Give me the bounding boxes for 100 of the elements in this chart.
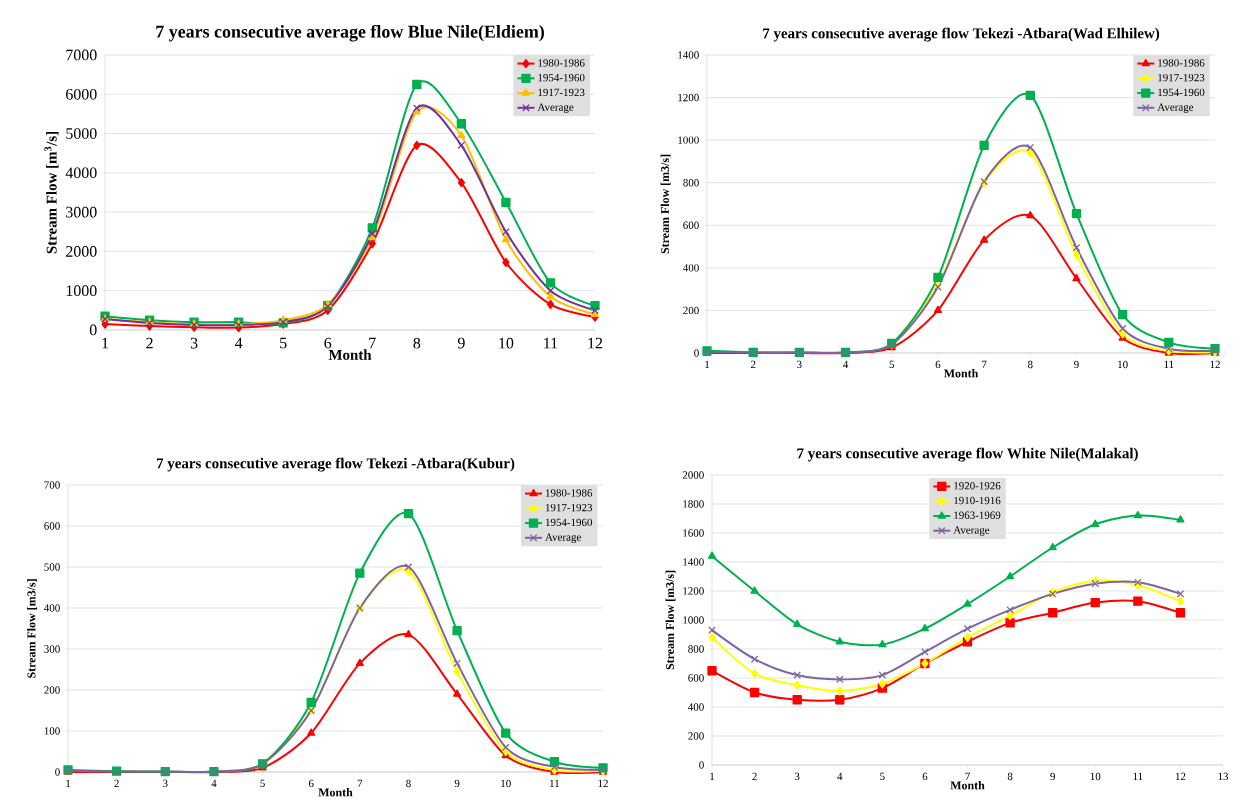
x-tick-label: 1 [705, 360, 710, 368]
x-tick-label: 6 [922, 772, 928, 781]
x-tick-label: 5 [260, 779, 265, 788]
x-tick-label: 5 [280, 337, 287, 349]
y-axis-title: Stream Flow [m3/s] [665, 570, 676, 670]
y-tick-label: 200 [688, 732, 704, 740]
y-tick-label: 2000 [682, 471, 704, 479]
y-tick-label: 3000 [66, 206, 97, 218]
legend-label: Average [953, 526, 990, 536]
x-tick-label: 1 [102, 337, 109, 349]
x-tick-label: 2 [750, 360, 756, 369]
x-axis-title: Month [328, 349, 372, 360]
x-tick-label: 8 [413, 337, 421, 349]
x-tick-label: 12 [1210, 360, 1220, 369]
y-tick-label: 0 [699, 761, 704, 769]
x-tick-label: 7 [369, 337, 376, 349]
y-axis-title: Stream Flow [m$^{3}$/s] [44, 131, 59, 254]
x-tick-label: 2 [114, 779, 119, 788]
x-tick-label: 10 [501, 779, 511, 788]
x-tick-label: 4 [837, 772, 843, 780]
x-tick-label: 10 [1118, 360, 1128, 369]
x-tick-label: 6 [308, 779, 314, 788]
x-tick-label: 12 [588, 337, 603, 349]
legend-label: 1954-1960 [538, 73, 585, 82]
y-tick-label: 300 [44, 645, 60, 653]
x-tick-label: 9 [457, 337, 465, 349]
x-tick-label: 5 [880, 772, 885, 781]
legend-label: Average [537, 103, 574, 114]
y-tick-label: 0 [89, 324, 97, 336]
legend-label: 1980-1986 [1158, 59, 1205, 67]
x-tick-label: 8 [1007, 772, 1013, 781]
x-tick-label: 2 [752, 772, 757, 781]
chart-title: 7 years consecutive average flow Tekezi -Atbara(Kubur) [156, 457, 515, 472]
x-tick-label: 11 [544, 337, 558, 349]
x-tick-label: 11 [1164, 360, 1174, 368]
x-axis-title: Month [943, 368, 979, 378]
legend-label: 1980-1986 [538, 59, 585, 67]
y-tick-label: 7000 [66, 49, 97, 61]
chart-title: 7 years consecutive average flow Tekezi -Atbara(Wad Elhilew) [763, 27, 1160, 42]
y-tick-label: 100 [44, 727, 60, 735]
legend-label: 1954-1960 [1158, 88, 1205, 97]
y-tick-label: 1000 [66, 285, 97, 297]
y-tick-label: 600 [688, 674, 704, 682]
x-tick-label: 1 [710, 772, 715, 780]
chart-title: 7 years consecutive average flow Blue Nile(Eldiem) [156, 24, 544, 42]
legend-label: 1954-1960 [545, 518, 593, 527]
x-tick-label: 3 [190, 337, 198, 349]
y-tick-label: 1400 [683, 558, 704, 566]
y-tick-label: 400 [683, 264, 699, 272]
y-tick-label: 1800 [683, 500, 704, 508]
x-tick-label: 11 [1133, 772, 1143, 780]
x-tick-label: 4 [211, 779, 217, 787]
legend-label: 1917-1923 [545, 503, 593, 512]
y-tick-label: 1200 [683, 587, 704, 595]
y-tick-label: 5000 [66, 128, 97, 139]
legend-label: 1980-1986 [545, 489, 593, 497]
x-tick-label: 6 [935, 360, 941, 369]
y-tick-label: 1000 [683, 616, 704, 624]
x-axis-title: Month [950, 780, 985, 790]
x-tick-label: 13 [1218, 772, 1229, 781]
y-tick-label: 800 [683, 179, 699, 187]
x-tick-label: 1 [66, 779, 71, 787]
x-tick-label: 8 [406, 779, 411, 788]
y-tick-label: 800 [688, 645, 704, 653]
y-tick-label: 600 [683, 221, 699, 229]
legend-label: 1917-1923 [1158, 73, 1205, 82]
y-axis-title: Stream Flow [m3/s] [27, 579, 37, 678]
y-tick-label: 0 [694, 349, 699, 357]
x-tick-label: 10 [499, 337, 514, 349]
y-tick-label: 400 [688, 703, 704, 711]
y-tick-label: 1400 [678, 51, 699, 59]
legend-label: 1963-1969 [954, 511, 1001, 519]
y-axis-title: Stream Flow [m3/s] [660, 154, 671, 254]
x-tick-label: 7 [357, 779, 363, 787]
y-tick-label: 0 [55, 768, 60, 776]
x-tick-label: 7 [965, 772, 970, 780]
x-tick-label: 3 [797, 360, 802, 369]
x-tick-label: 6 [324, 337, 332, 349]
x-tick-label: 12 [1175, 772, 1186, 781]
legend-label: Average [545, 533, 581, 544]
y-tick-label: 1200 [678, 93, 699, 102]
x-tick-label: 9 [1074, 360, 1079, 369]
x-tick-label: 12 [598, 779, 608, 788]
y-tick-label: 200 [44, 686, 60, 694]
legend-label: 1917-1923 [538, 88, 585, 97]
x-tick-label: 4 [234, 337, 243, 349]
y-tick-label: 1000 [678, 136, 699, 144]
x-tick-label: 10 [1090, 772, 1101, 781]
y-tick-label: 2000 [66, 246, 97, 257]
x-tick-label: 9 [1050, 772, 1055, 781]
chart-title: 7 years consecutive average flow White Nile(Malakal) [797, 447, 1138, 462]
y-tick-label: 1600 [683, 529, 704, 537]
y-tick-label: 700 [44, 481, 60, 489]
y-tick-label: 600 [44, 522, 60, 530]
legend-label: 1920-1926 [954, 482, 1001, 490]
x-tick-label: 8 [1027, 360, 1033, 369]
x-tick-label: 4 [843, 360, 849, 368]
x-axis-title: Month [318, 787, 353, 797]
legend-label: 1910-1916 [954, 496, 1001, 505]
x-tick-label: 9 [454, 779, 460, 788]
